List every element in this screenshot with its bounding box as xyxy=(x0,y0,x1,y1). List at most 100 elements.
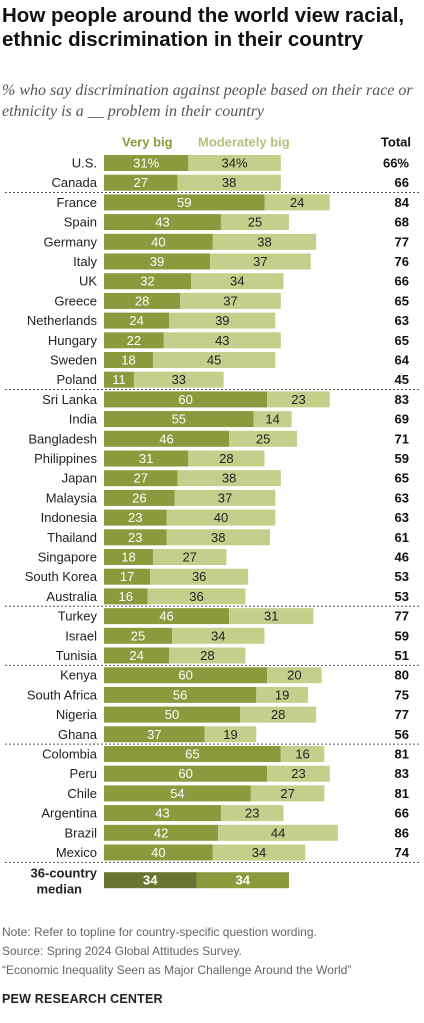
value-label-very-big: 42 xyxy=(154,825,168,840)
value-label-very-big: 23 xyxy=(128,530,142,545)
bar-moderately-big xyxy=(177,470,281,487)
bar-very-big xyxy=(104,509,167,526)
total-value: 81 xyxy=(395,786,409,801)
total-header: Total xyxy=(381,135,411,150)
bar-moderately-big xyxy=(264,194,330,211)
value-label-moderately-big: 37 xyxy=(253,254,267,269)
total-value: 83 xyxy=(395,766,409,781)
category-label: South Africa xyxy=(27,687,98,702)
bar-moderately-big xyxy=(267,667,322,684)
bar-moderately-big xyxy=(166,529,270,546)
bar-moderately-big xyxy=(147,588,246,605)
value-label-moderately-big: 33 xyxy=(172,372,186,387)
total-value: 53 xyxy=(395,569,409,584)
bar-very-big xyxy=(104,706,240,723)
value-label-very-big: 40 xyxy=(151,234,165,249)
value-label-very-big: 55 xyxy=(172,412,186,427)
total-value: 53 xyxy=(395,589,409,604)
value-label-moderately-big: 28 xyxy=(219,451,233,466)
value-label-moderately-big: 25 xyxy=(248,215,262,230)
category-label: Japan xyxy=(62,471,97,486)
value-label-very-big: 31% xyxy=(133,156,159,171)
value-label-very-big: 11 xyxy=(112,372,126,387)
bar-very-big xyxy=(104,765,268,782)
bar-very-big xyxy=(104,155,189,171)
bar-moderately-big xyxy=(188,155,281,171)
bar-very-big xyxy=(104,194,265,211)
value-label-moderately-big: 34 xyxy=(230,274,244,289)
bar-very-big xyxy=(104,411,254,428)
value-label-moderately-big: 43 xyxy=(215,333,229,348)
category-label: Thailand xyxy=(47,530,97,545)
category-label: Bangladesh xyxy=(28,431,97,446)
bar-very-big xyxy=(104,352,153,368)
total-value: 65 xyxy=(395,471,409,486)
value-label-moderately-big: 20 xyxy=(287,668,301,683)
bar-moderately-big xyxy=(152,352,276,368)
category-label: Argentina xyxy=(41,806,97,821)
value-label-very-big: 56 xyxy=(173,687,187,702)
value-label-very-big: 39 xyxy=(150,254,164,269)
total-value: 71 xyxy=(395,431,409,446)
bar-moderately-big xyxy=(152,549,227,565)
bar-very-big xyxy=(104,214,221,231)
total-value: 65 xyxy=(395,293,409,308)
category-label: Netherlands xyxy=(27,313,98,328)
category-label: Greece xyxy=(54,293,97,308)
legend-very-big: Very big xyxy=(122,135,173,150)
total-value: 59 xyxy=(395,628,409,643)
bar-moderately-big xyxy=(169,312,276,329)
value-label-moderately-big: 38 xyxy=(211,530,225,545)
total-value: 74 xyxy=(395,845,410,860)
value-label-very-big: 31 xyxy=(139,451,153,466)
value-label-very-big: 43 xyxy=(155,215,169,230)
value-label-moderately-big: 23 xyxy=(291,766,305,781)
value-label-moderately-big: 28 xyxy=(200,648,214,663)
total-value: 46 xyxy=(395,550,409,565)
total-value: 69 xyxy=(395,412,409,427)
value-label-very-big: 59 xyxy=(177,195,191,210)
category-label: India xyxy=(69,412,98,427)
category-label: Canada xyxy=(51,175,97,190)
bar-very-big xyxy=(104,470,178,487)
value-label-moderately-big: 34 xyxy=(211,628,225,643)
total-value: 45 xyxy=(395,372,409,387)
bar-moderately-big xyxy=(267,765,330,782)
total-value: 66 xyxy=(395,274,409,289)
category-label: Peru xyxy=(70,766,97,781)
value-label-very-big: 60 xyxy=(178,392,192,407)
bar-moderately-big xyxy=(191,273,284,290)
value-label-moderately-big: 27 xyxy=(280,786,294,801)
bar-moderately-big xyxy=(229,608,314,625)
value-label-very-big: 43 xyxy=(155,806,169,821)
value-label-very-big: 65 xyxy=(185,747,199,762)
note-line: Note: Refer to topline for country-speci… xyxy=(2,925,317,939)
value-label-very-big: 46 xyxy=(159,431,173,446)
bar-very-big xyxy=(104,608,230,625)
bar-moderately-big xyxy=(177,174,281,191)
value-label-very-big: 32 xyxy=(140,274,154,289)
value-label-very-big: 23 xyxy=(128,510,142,525)
bar-very-big xyxy=(104,726,205,743)
value-label-very-big: 37 xyxy=(147,727,161,742)
category-label: Chile xyxy=(67,786,97,801)
bar-very-big xyxy=(104,667,268,684)
bar-very-big xyxy=(104,312,170,329)
total-value: 80 xyxy=(395,668,409,683)
total-value: 64 xyxy=(395,353,410,368)
bar-moderately-big xyxy=(229,430,298,447)
bar-moderately-big xyxy=(163,332,281,349)
bar-very-big xyxy=(104,872,197,889)
total-value: 66 xyxy=(395,806,409,821)
bar-very-big xyxy=(104,174,178,191)
value-label-very-big: 18 xyxy=(121,550,135,565)
value-label-very-big: 24 xyxy=(129,313,143,328)
value-label-moderately-big: 24 xyxy=(290,195,304,210)
value-label-moderately-big: 38 xyxy=(222,471,236,486)
bar-very-big xyxy=(104,785,251,802)
category-label: Hungary xyxy=(48,333,98,348)
value-label-moderately-big: 45 xyxy=(207,353,221,368)
value-label-moderately-big: 14 xyxy=(265,412,279,427)
category-label: Singapore xyxy=(38,550,97,565)
value-label-moderately-big: 25 xyxy=(256,431,270,446)
